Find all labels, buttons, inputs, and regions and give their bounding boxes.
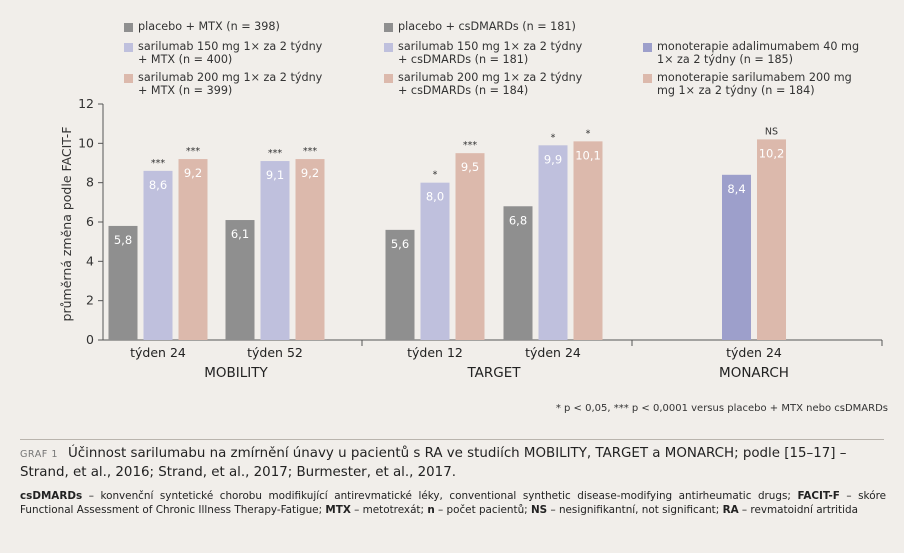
data-label: 9,1	[266, 168, 284, 182]
bar	[538, 145, 568, 340]
abbr-def: – konvenční syntetické chorobu modifikuj…	[82, 490, 798, 502]
legend-item-sarilumab-mono: monoterapie sarilumabem 200 mg mg 1× za …	[643, 71, 852, 97]
y-tick-label: 6	[86, 214, 94, 229]
significance-label: *	[586, 128, 591, 139]
abbreviations: csDMARDs – konvenční syntetické chorobu …	[20, 489, 886, 518]
bar	[225, 220, 255, 340]
abbr-term: FACIT-F	[797, 490, 840, 502]
abbr-term: RA	[722, 504, 739, 517]
legend-label: sarilumab 150 mg 1× za 2 týdny + csDMARD…	[398, 40, 583, 66]
data-label: 9,9	[544, 152, 562, 166]
significance-label: ***	[303, 146, 318, 157]
data-label: 5,6	[391, 237, 409, 251]
data-label: 8,0	[426, 190, 444, 204]
divider	[20, 439, 884, 440]
abbr-def: – počet pacientů;	[434, 504, 531, 517]
bar	[385, 229, 415, 340]
data-label: 9,5	[461, 160, 479, 174]
y-tick-label: 0	[86, 332, 94, 347]
abbr-term: n	[427, 504, 435, 517]
legend-label: sarilumab 200 mg 1× za 2 týdny + csDMARD…	[398, 71, 583, 97]
study-label: MOBILITY	[204, 365, 268, 381]
data-label: 5,8	[114, 233, 132, 247]
x-tick-label: týden 52	[247, 345, 303, 360]
data-label: 8,4	[727, 182, 745, 196]
significance-label: *	[551, 132, 556, 143]
data-label: 6,1	[231, 227, 249, 241]
abbr-def: – metotrexát;	[350, 504, 428, 517]
legend-label: monoterapie adalimumabem 40 mg 1× za 2 t…	[657, 40, 860, 66]
significance-label: ***	[151, 158, 166, 169]
legend-item-placebo-csdmards: placebo + csDMARDs (n = 181)	[384, 20, 576, 33]
data-label: 9,2	[184, 166, 202, 180]
legend-label: sarilumab 150 mg 1× za 2 týdny + MTX (n …	[138, 40, 323, 66]
abbr-def: – skóre Functional Assessment of Chronic…	[20, 490, 887, 517]
significance-label: ***	[268, 148, 283, 159]
y-tick-label: 8	[86, 175, 94, 190]
bar	[455, 153, 485, 340]
abbr-term: NS	[530, 504, 548, 517]
data-label: 8,6	[149, 178, 167, 192]
significance-label: ***	[186, 146, 201, 157]
legend-label: monoterapie sarilumabem 200 mg mg 1× za …	[657, 71, 852, 97]
abbr-term: MTX	[325, 504, 351, 517]
study-label: MONARCH	[719, 365, 789, 381]
legend-item-sarilumab-200-mtx: sarilumab 200 mg 1× za 2 týdny + MTX (n …	[124, 71, 322, 97]
study-label: TARGET	[466, 365, 521, 381]
legend-swatch	[384, 23, 393, 32]
y-tick-label: 2	[86, 293, 94, 308]
bar	[178, 159, 208, 340]
legend-label: sarilumab 200 mg 1× za 2 týdny + MTX (n …	[138, 71, 323, 97]
legend-label: placebo + MTX (n = 398)	[138, 20, 280, 33]
x-tick-label: týden 24	[525, 345, 581, 360]
legend-swatch	[384, 43, 393, 52]
y-tick-label: 4	[86, 253, 94, 268]
legend-item-placebo-mtx: placebo + MTX (n = 398)	[124, 20, 280, 33]
legend-label: placebo + csDMARDs (n = 181)	[398, 20, 576, 33]
y-axis-label: průměrná změna podle FACIT-F	[59, 127, 74, 322]
legend-swatch	[643, 43, 652, 52]
bar	[420, 182, 450, 340]
bar	[757, 139, 786, 340]
x-tick-label: týden 24	[130, 345, 186, 360]
bar	[503, 206, 533, 340]
legend-item-sarilumab-150-csdmards: sarilumab 150 mg 1× za 2 týdny + csDMARD…	[384, 40, 582, 66]
legend-item-sarilumab-200-csdmards: sarilumab 200 mg 1× za 2 týdny + csDMARD…	[384, 71, 582, 97]
significance-label: ***	[463, 140, 478, 151]
significance-label: NS	[765, 126, 778, 137]
x-tick-label: týden 12	[407, 345, 463, 360]
legend-swatch	[643, 74, 652, 83]
figure-label: GRAF 1	[20, 449, 58, 460]
bar	[260, 161, 290, 340]
figure-caption: GRAF 1 Účinnost sarilumabu na zmírnění ún…	[20, 445, 886, 482]
bar	[295, 159, 325, 340]
legend-swatch	[124, 23, 133, 32]
bar	[143, 170, 173, 340]
footnote: * p < 0,05, *** p < 0,0001 versus placeb…	[555, 403, 888, 414]
abbr-term: csDMARDs	[20, 490, 83, 502]
data-label: 9,2	[301, 166, 319, 180]
legend-swatch	[124, 74, 133, 83]
legend-swatch	[384, 74, 393, 83]
data-label: 10,1	[575, 148, 601, 162]
data-label: 10,2	[759, 146, 785, 160]
y-tick-label: 12	[78, 96, 94, 111]
y-tick-label: 10	[78, 135, 94, 150]
legend-swatch	[124, 43, 133, 52]
abbr-def: – revmatoidní artritida	[738, 504, 858, 517]
bar	[108, 225, 138, 340]
bar	[722, 174, 751, 340]
legend-item-sarilumab-150-mtx: sarilumab 150 mg 1× za 2 týdny + MTX (n …	[124, 40, 322, 66]
x-tick-label: týden 24	[726, 345, 782, 360]
abbr-def: – nesignifikantní, not significant;	[547, 504, 723, 517]
bar	[573, 141, 603, 340]
figure-caption-text: Účinnost sarilumabu na zmírnění únavy u …	[20, 446, 847, 480]
data-label: 6,8	[509, 213, 527, 227]
significance-label: *	[433, 170, 438, 181]
chart: 0 2 4 6 8 10 12 průměrná změna podle FACIT-F 5,8…	[59, 96, 883, 381]
legend-item-adalimumab: monoterapie adalimumabem 40 mg 1× za 2 t…	[643, 40, 859, 66]
